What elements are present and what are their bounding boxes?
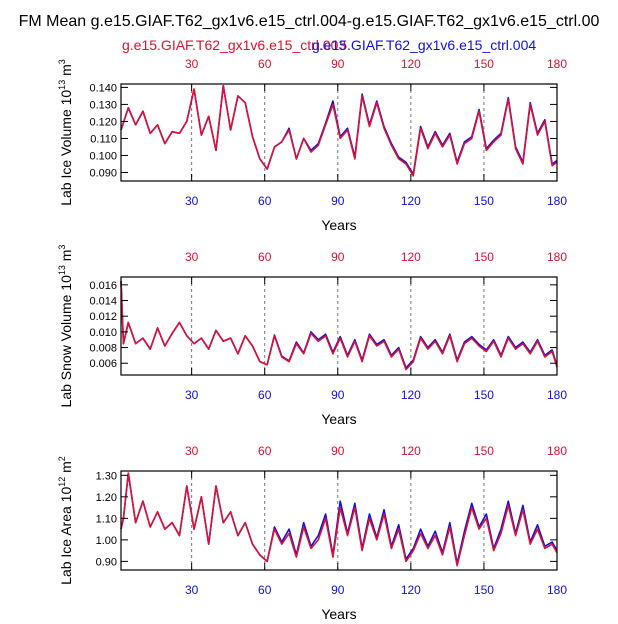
x-tick-label-top: 90	[331, 444, 345, 458]
y-tick-label: 0.110	[90, 133, 117, 145]
x-tick-label-top: 90	[331, 57, 345, 71]
series-line-red	[120, 84, 558, 177]
y-axis-label: Lab Ice Area 1012 m2	[57, 456, 74, 585]
x-tick-label-top: 120	[401, 250, 421, 264]
x-tick-label-top: 180	[547, 57, 567, 71]
y-tick-label: 0.140	[89, 82, 117, 94]
x-tick-label-top: 150	[474, 250, 494, 264]
x-tick-label: 30	[185, 583, 199, 597]
x-axis-label: Years	[321, 606, 356, 619]
x-tick-label: 90	[331, 583, 345, 597]
y-tick-label: 0.006	[89, 358, 117, 370]
x-tick-label: 120	[401, 583, 421, 597]
x-tick-label: 120	[401, 388, 421, 402]
y-axis-label-exponent: 12	[57, 477, 67, 487]
y-tick-label: 0.100	[89, 150, 117, 162]
y-axis-label-unit-exponent: 3	[57, 245, 67, 250]
x-tick-label: 60	[258, 388, 272, 402]
x-tick-label-top: 60	[258, 250, 272, 264]
x-tick-label: 180	[547, 583, 567, 597]
chart-panels: 0.090 0.100 0.110 0.120 0.130 0.140 30 30 60 60 90…	[57, 57, 567, 622]
y-tick-label: 1.00	[96, 535, 117, 547]
x-tick-label-top: 180	[547, 444, 567, 458]
x-tick-label: 120	[401, 194, 421, 208]
x-tick-label-top: 180	[547, 250, 567, 264]
x-tick-label: 60	[258, 194, 272, 208]
y-tick-label: 1.30	[96, 470, 117, 482]
x-tick-label-top: 120	[401, 57, 421, 71]
x-tick-label-top: 30	[185, 57, 199, 71]
x-tick-label-top: 90	[331, 250, 345, 264]
y-tick-label: 0.090	[89, 167, 117, 179]
x-tick-label: 180	[547, 388, 567, 402]
plot-frame	[120, 276, 558, 376]
y-axis-label-main: Lab Ice Volume 10	[58, 90, 74, 206]
x-tick-label-top: 150	[474, 57, 494, 71]
y-tick-label: 0.130	[89, 99, 117, 111]
y-axis-label: Lab Ice Volume 1013 m3	[57, 59, 74, 206]
y-axis-label-unit: m	[58, 250, 74, 266]
y-tick-label: 1.20	[96, 492, 117, 504]
page-title: FM Mean g.e15.GIAF.T62_gx1v6.e15_ctrl.00…	[19, 13, 600, 30]
y-axis-label-unit-exponent: 3	[57, 59, 67, 64]
y-tick-label: 1.10	[96, 513, 117, 525]
y-tick-label: 0.008	[89, 343, 117, 355]
y-tick-label: 0.012	[89, 311, 117, 323]
y-axis-label-main: Lab Ice Area 10	[58, 487, 74, 585]
plot-frame	[120, 83, 558, 182]
x-tick-label-top: 30	[185, 444, 199, 458]
x-tick-label: 90	[331, 388, 345, 402]
y-axis-label-main: Lab Snow Volume 10	[58, 275, 74, 408]
legend-series-red: g.e15.GIAF.T62_gx1v6.e15_ctrl.003	[122, 37, 346, 53]
plot-frame	[120, 470, 558, 571]
x-tick-label: 60	[258, 583, 272, 597]
panel-ice-volume: 0.090 0.100 0.110 0.120 0.130 0.140 30 30 60 60 90…	[57, 57, 567, 233]
y-axis-label-exponent: 13	[57, 80, 67, 90]
x-axis-label: Years	[321, 411, 356, 427]
x-tick-label: 150	[474, 583, 494, 597]
series-line-red	[120, 280, 558, 371]
y-tick-label: 0.010	[89, 327, 117, 339]
x-tick-label: 150	[474, 194, 494, 208]
x-tick-label-top: 60	[258, 57, 272, 71]
x-tick-label: 30	[185, 388, 199, 402]
y-axis-label-unit: m	[58, 461, 74, 477]
legend-series-blue: g.e15.GIAF.T62_gx1v6.e15_ctrl.004	[312, 37, 536, 53]
x-tick-label-top: 150	[474, 444, 494, 458]
y-tick-label: 0.120	[89, 116, 117, 128]
x-tick-label: 180	[547, 194, 567, 208]
panel-snow-volume: 0.006 0.008 0.010 0.012 0.014 0.016 30 30 60 60 90…	[57, 245, 567, 427]
y-tick-label: 0.016	[89, 280, 117, 292]
y-axis-label-unit: m	[58, 64, 74, 80]
x-tick-label-top: 60	[258, 444, 272, 458]
x-tick-label: 150	[474, 388, 494, 402]
panel-ice-area: 0.90 1.00 1.10 1.20 1.30 30 30 60 60 90 90 120 120 15…	[57, 444, 567, 622]
series-line-red	[120, 472, 558, 567]
y-tick-label: 0.90	[96, 556, 117, 568]
x-tick-label: 30	[185, 194, 199, 208]
x-tick-label: 90	[331, 194, 345, 208]
x-tick-label-top: 30	[185, 250, 199, 264]
y-axis-label-exponent: 13	[57, 265, 67, 275]
x-tick-label-top: 120	[401, 444, 421, 458]
y-axis-label: Lab Snow Volume 1013 m3	[57, 245, 74, 408]
series-line-blue	[120, 280, 558, 369]
x-axis-label: Years	[321, 217, 356, 233]
y-tick-label: 0.014	[89, 296, 117, 308]
y-axis-label-unit-exponent: 2	[57, 456, 67, 461]
